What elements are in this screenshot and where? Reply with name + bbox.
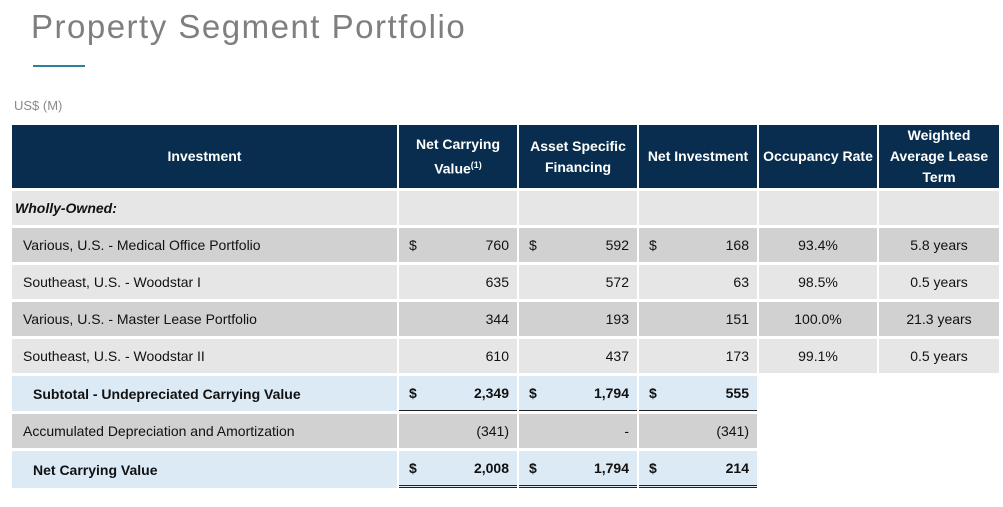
- currency-symbol: $: [529, 385, 537, 401]
- empty-cell: [879, 451, 999, 488]
- net-investment-value: 63: [639, 265, 757, 299]
- section-empty-cell: [879, 191, 999, 225]
- total-ncv-cell: $2,008: [399, 451, 517, 488]
- occupancy-value: 98.5%: [759, 265, 877, 299]
- subtotal-financing-value: 1,794: [593, 385, 629, 401]
- section-empty-cell: [639, 191, 757, 225]
- currency-symbol: $: [409, 237, 417, 253]
- title-underline: [33, 65, 85, 67]
- subtotal-financing-cell: $1,794: [519, 376, 637, 411]
- header-net-carrying-value: Net Carrying Value(1): [399, 125, 517, 188]
- accumulated-net-value: (341): [639, 414, 757, 448]
- accumulated-row: Accumulated Depreciation and Amortizatio…: [12, 414, 999, 448]
- header-ncv-label: Net Carrying Value: [415, 135, 501, 177]
- ncv-value: 635: [399, 265, 517, 299]
- empty-cell: [759, 376, 877, 411]
- net-investment-value: 151: [639, 302, 757, 336]
- header-net-investment: Net Investment: [639, 125, 757, 188]
- property-name: Southeast, U.S. - Woodstar I: [12, 265, 397, 299]
- property-name: Various, U.S. - Medical Office Portfolio: [12, 228, 397, 262]
- occupancy-value: 100.0%: [759, 302, 877, 336]
- financing-value: 193: [519, 302, 637, 336]
- lease-term-value: 0.5 years: [879, 265, 999, 299]
- lease-term-value: 0.5 years: [879, 339, 999, 373]
- subtotal-ncv-value: 2,349: [473, 385, 509, 401]
- currency-symbol: $: [409, 385, 417, 401]
- occupancy-value: 99.1%: [759, 339, 877, 373]
- currency-symbol: $: [649, 460, 657, 476]
- section-empty-cell: [519, 191, 637, 225]
- ncv-value: 344: [399, 302, 517, 336]
- portfolio-table: Investment Net Carrying Value(1) Asset S…: [10, 122, 1001, 491]
- section-empty-cell: [399, 191, 517, 225]
- subtotal-row: Subtotal - Undepreciated Carrying Value …: [12, 376, 999, 411]
- lease-term-value: 21.3 years: [879, 302, 999, 336]
- property-name: Various, U.S. - Master Lease Portfolio: [12, 302, 397, 336]
- table-row: Southeast, U.S. - Woodstar II 610 437 17…: [12, 339, 999, 373]
- net-investment-value: 173: [639, 339, 757, 373]
- currency-symbol: $: [409, 460, 417, 476]
- currency-symbol: $: [529, 460, 537, 476]
- net-investment-cell: $168: [639, 228, 757, 262]
- page-title: Property Segment Portfolio: [31, 8, 467, 45]
- lease-term-value: 5.8 years: [879, 228, 999, 262]
- subtotal-ncv-cell: $2,349: [399, 376, 517, 411]
- ncv-value: 760: [485, 237, 509, 253]
- currency-symbol: $: [649, 237, 657, 253]
- total-row: Net Carrying Value $2,008 $1,794 $214: [12, 451, 999, 488]
- section-empty-cell: [759, 191, 877, 225]
- header-investment: Investment: [12, 125, 397, 188]
- empty-cell: [879, 414, 999, 448]
- subtotal-label: Subtotal - Undepreciated Carrying Value: [12, 376, 397, 411]
- currency-unit-label: US$ (M): [14, 98, 63, 113]
- accumulated-label: Accumulated Depreciation and Amortizatio…: [12, 414, 397, 448]
- total-financing-cell: $1,794: [519, 451, 637, 488]
- subtotal-net-value: 555: [725, 385, 749, 401]
- accumulated-ncv-value: (341): [399, 414, 517, 448]
- total-ncv-value: 2,008: [473, 460, 509, 476]
- header-occupancy-rate: Occupancy Rate: [759, 125, 877, 188]
- empty-cell: [759, 414, 877, 448]
- financing-value: 592: [605, 237, 629, 253]
- financing-value: 572: [519, 265, 637, 299]
- financing-value: 437: [519, 339, 637, 373]
- section-row: Wholly-Owned:: [12, 191, 999, 225]
- table-row: Various, U.S. - Medical Office Portfolio…: [12, 228, 999, 262]
- table-header-row: Investment Net Carrying Value(1) Asset S…: [12, 125, 999, 188]
- section-label: Wholly-Owned:: [12, 191, 397, 225]
- empty-cell: [759, 451, 877, 488]
- occupancy-value: 93.4%: [759, 228, 877, 262]
- total-net-value: 214: [725, 460, 749, 476]
- total-label: Net Carrying Value: [12, 451, 397, 488]
- total-financing-value: 1,794: [593, 460, 629, 476]
- subtotal-net-cell: $555: [639, 376, 757, 411]
- ncv-cell: $760: [399, 228, 517, 262]
- currency-symbol: $: [649, 385, 657, 401]
- header-ncv-footnote: (1): [470, 159, 482, 170]
- currency-symbol: $: [529, 237, 537, 253]
- header-asset-specific-financing: Asset Specific Financing: [519, 125, 637, 188]
- net-investment-value: 168: [725, 237, 749, 253]
- table-row: Various, U.S. - Master Lease Portfolio 3…: [12, 302, 999, 336]
- property-name: Southeast, U.S. - Woodstar II: [12, 339, 397, 373]
- table-row: Southeast, U.S. - Woodstar I 635 572 63 …: [12, 265, 999, 299]
- total-net-cell: $214: [639, 451, 757, 488]
- financing-cell: $592: [519, 228, 637, 262]
- ncv-value: 610: [399, 339, 517, 373]
- accumulated-financing-value: -: [519, 414, 637, 448]
- header-weighted-average-lease-term: Weighted Average Lease Term: [879, 125, 999, 188]
- empty-cell: [879, 376, 999, 411]
